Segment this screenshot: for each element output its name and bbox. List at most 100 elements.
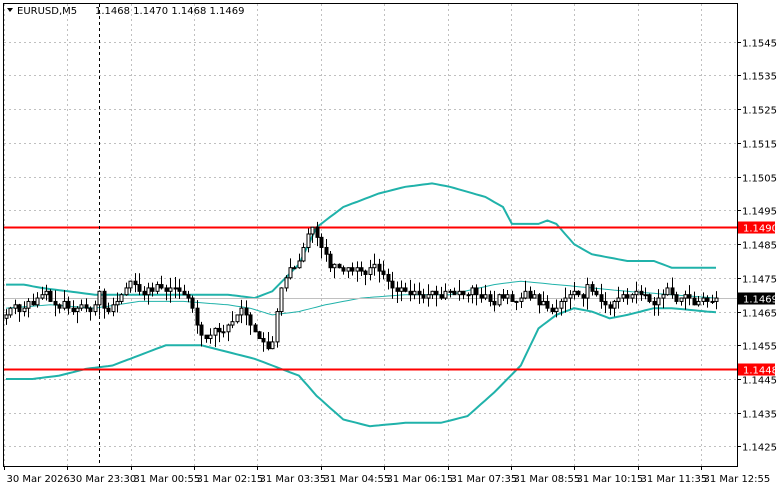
candle-body <box>705 297 710 302</box>
candle <box>66 296 71 315</box>
candle-body <box>514 300 519 303</box>
candle <box>124 282 129 296</box>
candle <box>355 261 360 282</box>
candle-body <box>599 294 604 302</box>
candle <box>612 299 617 317</box>
candle-body <box>474 287 479 296</box>
candle-body <box>679 297 684 302</box>
candle <box>510 290 515 302</box>
candle <box>479 287 484 303</box>
candle-body <box>510 294 515 302</box>
candle <box>301 242 306 263</box>
y-tick-label: 1.1515 <box>742 140 777 151</box>
candle <box>363 269 368 286</box>
candle <box>621 290 626 303</box>
candle-body <box>159 284 164 289</box>
candle-body <box>226 324 231 333</box>
horizontal-lines[interactable]: 1.1490 1.1448 <box>4 221 778 377</box>
level-price-label: 1.1448 <box>743 366 778 377</box>
candle <box>75 306 80 324</box>
candle-body <box>35 297 40 306</box>
candle-body <box>257 331 262 340</box>
candle-body <box>66 300 71 309</box>
candle-body <box>84 304 89 309</box>
candle <box>297 253 302 269</box>
candle <box>634 281 639 304</box>
candle <box>599 283 604 309</box>
candle <box>106 302 111 315</box>
candle-body <box>612 300 617 309</box>
candle <box>474 284 479 306</box>
candle-body <box>483 294 488 299</box>
lower-band-line <box>6 307 717 428</box>
candle-body <box>656 297 661 306</box>
candle-body <box>253 324 258 333</box>
candle <box>346 267 351 279</box>
candle-body <box>230 321 235 326</box>
candle <box>8 306 13 318</box>
candle <box>395 281 400 304</box>
candle-body <box>470 287 475 296</box>
candle-body <box>235 314 240 323</box>
candle-body <box>408 290 413 296</box>
candle <box>466 292 471 303</box>
y-tick-label: 1.1465 <box>742 309 777 320</box>
candle-body <box>155 284 160 292</box>
candle <box>164 284 169 301</box>
dropdown-triangle-icon[interactable] <box>7 8 13 12</box>
candle <box>696 295 701 307</box>
candle-body <box>412 290 417 296</box>
candle <box>501 288 506 302</box>
candle <box>208 328 213 344</box>
candle-body <box>93 304 98 313</box>
y-tick-label: 1.1425 <box>742 443 777 454</box>
candle-body <box>554 307 559 313</box>
candle <box>221 324 226 338</box>
candle-body <box>115 300 120 306</box>
candle <box>683 290 688 310</box>
candle-body <box>177 287 182 292</box>
price-axis[interactable]: 1.1545 1.1535 1.1525 1.1515 1.1505 1.1495 1.14… <box>737 39 778 454</box>
candle <box>576 290 581 298</box>
candle-body <box>137 284 142 292</box>
candle-body <box>266 341 271 350</box>
candle <box>470 285 475 304</box>
candle-body <box>701 297 706 302</box>
candle-body <box>261 338 266 343</box>
candle <box>195 300 200 334</box>
candle-body <box>124 287 129 296</box>
x-tick-label: 30 Mar 2026 <box>7 474 70 485</box>
candle-body <box>568 294 573 299</box>
candle <box>483 284 488 301</box>
candle-body <box>559 300 564 309</box>
candle <box>701 292 706 306</box>
candle <box>439 286 444 300</box>
candle <box>150 282 155 297</box>
candle-body <box>545 300 550 309</box>
candle <box>350 262 355 276</box>
candle-body <box>315 226 320 238</box>
candle <box>563 287 568 313</box>
candle <box>656 289 661 316</box>
candle <box>62 290 67 311</box>
candle-body <box>430 290 435 296</box>
candle-body <box>621 294 626 299</box>
plot-frame <box>3 3 738 467</box>
candle-body <box>363 270 368 275</box>
candle <box>581 293 586 307</box>
candle <box>523 280 528 300</box>
candle-body <box>306 233 311 248</box>
candle <box>155 281 160 295</box>
candle <box>142 286 147 301</box>
candle <box>639 285 644 301</box>
candle <box>603 292 608 314</box>
candle <box>239 299 244 324</box>
candle-body <box>31 300 36 306</box>
candle <box>359 261 364 277</box>
candle <box>284 275 289 292</box>
x-tick-label: 31 Mar 08:55 <box>514 474 581 485</box>
candle-body <box>372 263 377 269</box>
candle-body <box>111 304 116 313</box>
